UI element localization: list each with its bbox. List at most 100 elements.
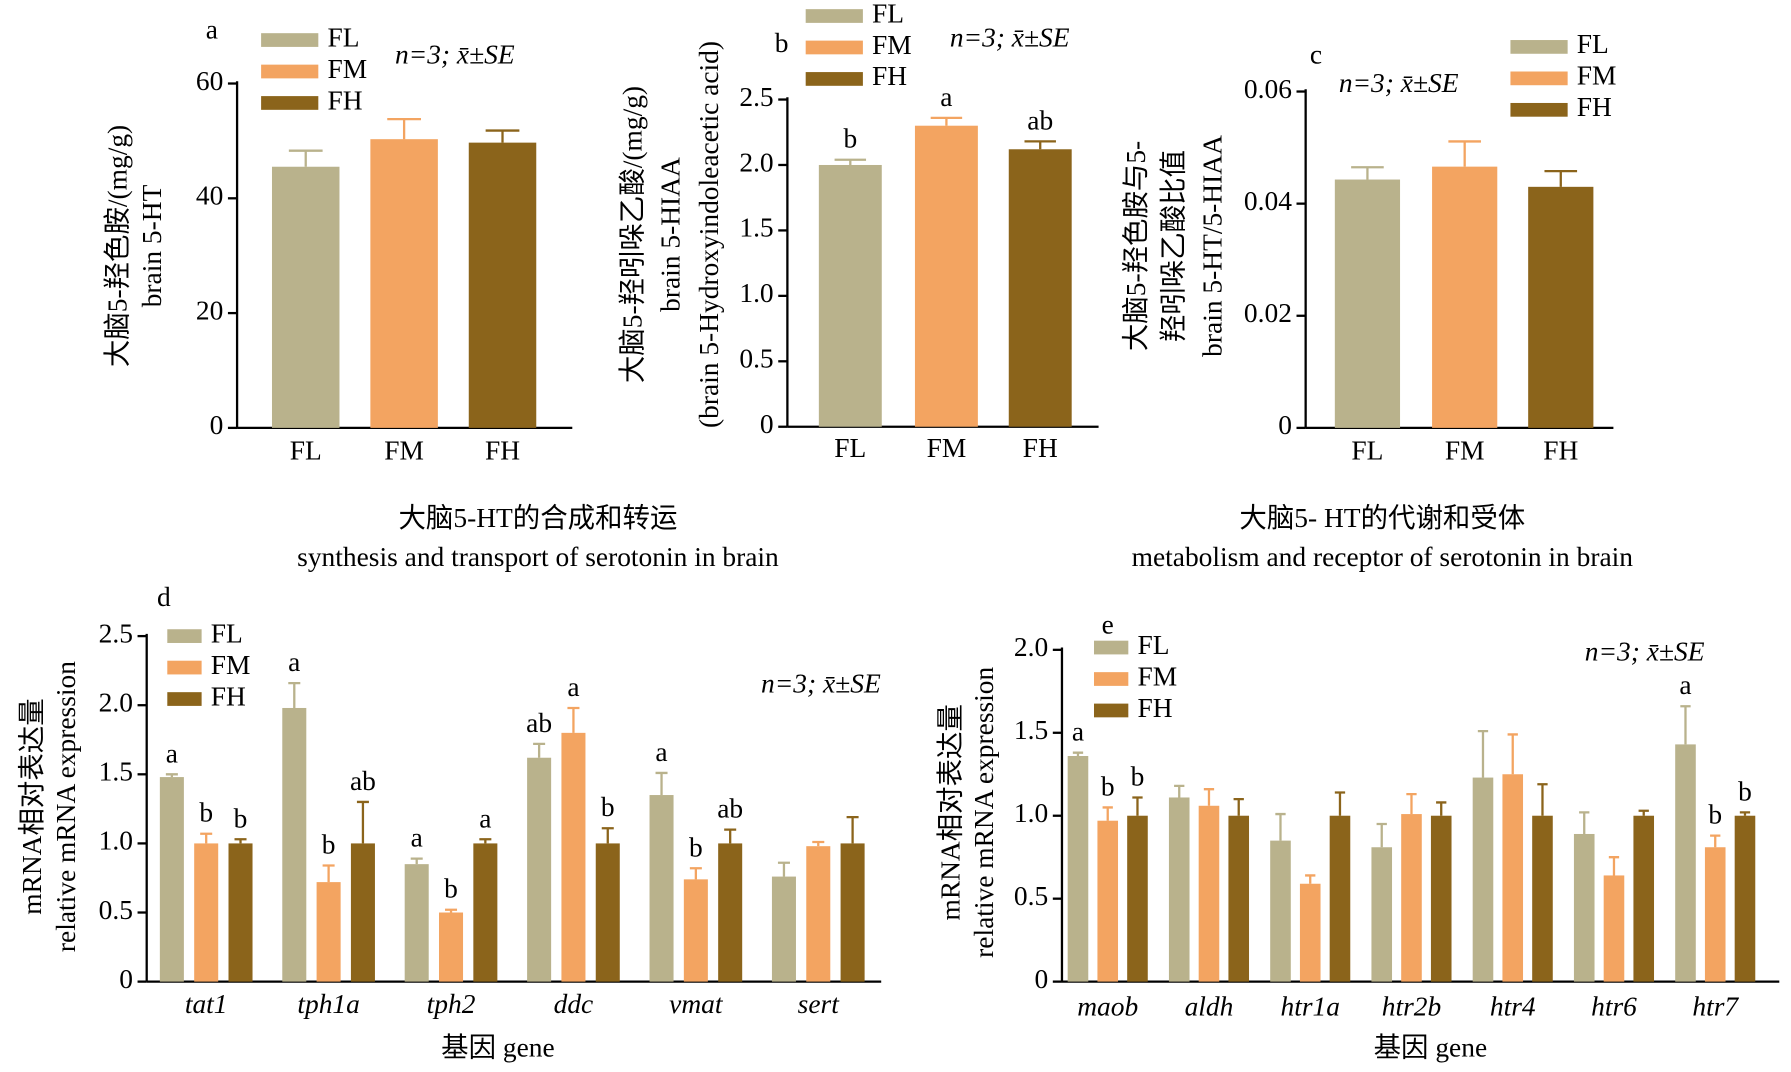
error-bar: [356, 800, 369, 844]
bar: [1734, 815, 1756, 982]
bar: [806, 846, 831, 982]
y-tick-label: 0: [1035, 964, 1049, 994]
bar: [649, 795, 674, 982]
error-bar: [1448, 140, 1481, 167]
y-tick-label: 2.5: [739, 82, 773, 112]
error-bar: [288, 149, 323, 167]
error-bar: [1024, 140, 1056, 150]
error-bar: [567, 706, 580, 733]
error-bar: [1579, 811, 1590, 834]
x-tick-label: FH: [1023, 433, 1058, 463]
error-bar: [1233, 797, 1244, 816]
x-tick-label: htr7: [1692, 991, 1739, 1021]
legend-label: FL: [1137, 630, 1169, 660]
y-tick-label: 0: [760, 409, 774, 439]
bar: [1430, 815, 1452, 982]
y-axis-label: relative mRNA expression: [51, 661, 81, 952]
legend-swatch: [1093, 672, 1129, 686]
error-bar: [689, 867, 702, 880]
x-tick-label: htr1a: [1280, 991, 1339, 1021]
bar: [1528, 186, 1594, 428]
significance-letter: b: [1101, 771, 1115, 801]
error-bar: [1174, 784, 1185, 798]
legend-swatch: [261, 64, 319, 79]
y-tick-label: 0.5: [1014, 881, 1048, 911]
significance-letter: a: [479, 803, 491, 833]
error-bar: [288, 681, 301, 708]
x-tick-label: FL: [834, 433, 866, 463]
panel-letter: e: [1102, 609, 1114, 639]
error-bar: [322, 864, 335, 883]
y-tick-label: 60: [196, 66, 223, 96]
bar: [1432, 166, 1498, 428]
bar: [1532, 815, 1553, 982]
significance-letter: b: [1131, 761, 1145, 791]
error-bar: [724, 828, 737, 844]
y-tick-label: 1.0: [1014, 798, 1048, 828]
bar: [194, 843, 219, 982]
error-bar: [834, 158, 867, 165]
significance-letter: a: [166, 738, 178, 768]
x-tick-label: htr2b: [1382, 991, 1441, 1021]
error-bar: [1132, 796, 1143, 816]
error-bar: [1072, 751, 1084, 757]
y-axis-label: (brain 5-Hydroxyindoleacetic acid): [694, 41, 724, 428]
x-tick-label: FM: [1445, 435, 1485, 465]
error-bar: [485, 129, 520, 143]
significance-letter: a: [940, 82, 952, 112]
bar: [1067, 756, 1089, 982]
y-axis-label: 大脑5-羟色胺与5-: [1121, 141, 1151, 351]
x-tick-label: vmat: [669, 989, 724, 1019]
error-bar: [1203, 788, 1215, 806]
significance-letter: b: [689, 832, 703, 862]
error-bar: [1507, 733, 1518, 775]
bar: [1704, 847, 1726, 982]
significance-letter: a: [288, 647, 300, 677]
error-bar: [533, 742, 546, 758]
bar: [840, 843, 865, 982]
error-bar: [1544, 169, 1578, 187]
annotation: n=3; x̄±SE: [395, 40, 515, 70]
section-title: synthesis and transport of serotonin in …: [297, 542, 779, 572]
bar: [914, 125, 978, 427]
legend-label: FM: [872, 30, 912, 60]
significance-letter: b: [234, 803, 248, 833]
y-axis-label: brain 5-HT: [137, 184, 167, 307]
legend-swatch: [805, 9, 863, 23]
y-axis-label: mRNA相对表达量: [17, 698, 47, 914]
x-tick-label: tph2: [427, 989, 476, 1019]
y-tick-label: 1.5: [99, 757, 133, 787]
bar: [316, 882, 341, 982]
error-bar: [1477, 729, 1489, 778]
error-bar: [1334, 791, 1346, 816]
y-axis-label: 大脑5-羟吲哚乙酸/(mg/g): [618, 86, 648, 383]
y-tick-label: 0.04: [1244, 186, 1292, 216]
x-tick-label: htr4: [1490, 991, 1536, 1021]
bar: [1472, 777, 1494, 982]
error-bar: [200, 832, 213, 844]
error-bar: [234, 838, 247, 844]
y-tick-label: 40: [196, 181, 223, 211]
x-tick-label: maob: [1077, 991, 1138, 1021]
x-tick-label: htr6: [1591, 991, 1637, 1021]
y-tick-label: 1.5: [739, 213, 773, 243]
legend-label: FL: [1577, 29, 1609, 59]
bar: [1127, 815, 1148, 982]
y-tick-label: 1.0: [739, 278, 773, 308]
bar: [1633, 815, 1655, 982]
error-bar: [1406, 793, 1417, 815]
error-bar: [1275, 812, 1286, 841]
legend-swatch: [167, 692, 202, 706]
y-tick-label: 20: [196, 295, 223, 325]
error-bar: [1638, 809, 1649, 816]
y-tick-label: 2.0: [1014, 632, 1048, 662]
bar: [473, 843, 498, 982]
error-bar: [410, 857, 423, 865]
error-bar: [1680, 705, 1691, 745]
y-tick-label: 0.5: [739, 344, 773, 374]
bar: [527, 757, 552, 982]
error-bar: [930, 116, 963, 126]
bar: [1168, 797, 1190, 982]
